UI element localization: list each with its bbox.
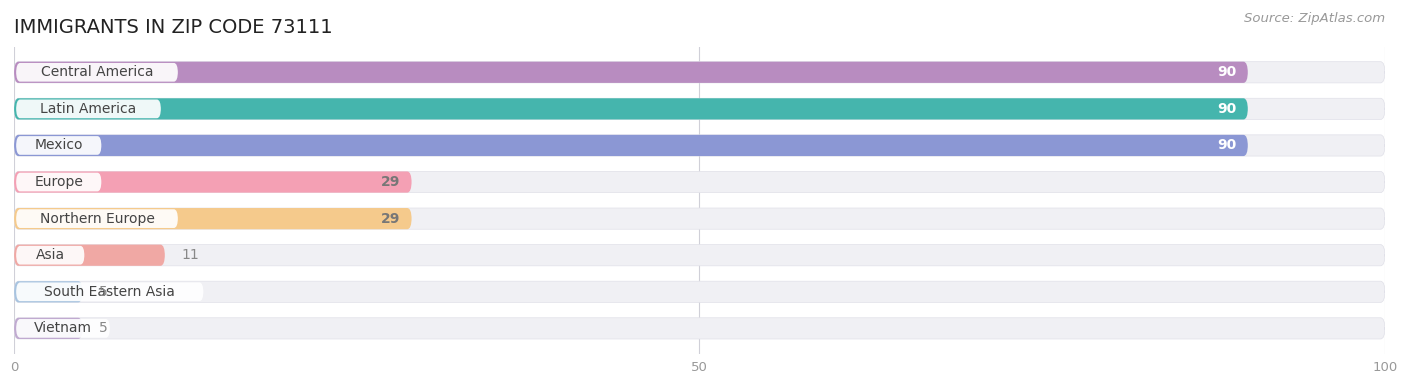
- Text: Vietnam: Vietnam: [34, 321, 91, 335]
- Text: IMMIGRANTS IN ZIP CODE 73111: IMMIGRANTS IN ZIP CODE 73111: [14, 18, 333, 37]
- Text: Europe: Europe: [34, 175, 83, 189]
- FancyBboxPatch shape: [15, 63, 179, 82]
- FancyBboxPatch shape: [14, 281, 83, 302]
- Text: 90: 90: [1218, 102, 1237, 116]
- FancyBboxPatch shape: [14, 245, 1385, 266]
- FancyBboxPatch shape: [15, 282, 204, 301]
- Text: 11: 11: [181, 248, 200, 262]
- Text: 90: 90: [1218, 65, 1237, 79]
- FancyBboxPatch shape: [14, 318, 83, 339]
- Text: 29: 29: [381, 212, 401, 226]
- FancyBboxPatch shape: [14, 172, 412, 193]
- FancyBboxPatch shape: [14, 172, 1385, 193]
- Text: Northern Europe: Northern Europe: [39, 212, 155, 226]
- Text: 5: 5: [98, 321, 108, 335]
- FancyBboxPatch shape: [14, 208, 412, 229]
- Text: Mexico: Mexico: [35, 138, 83, 152]
- Text: 90: 90: [1218, 138, 1237, 152]
- FancyBboxPatch shape: [14, 135, 1249, 156]
- FancyBboxPatch shape: [14, 245, 165, 266]
- FancyBboxPatch shape: [14, 62, 1385, 83]
- FancyBboxPatch shape: [14, 62, 1249, 83]
- Text: 29: 29: [381, 175, 401, 189]
- FancyBboxPatch shape: [14, 281, 1385, 302]
- Text: 5: 5: [98, 285, 108, 299]
- Text: Source: ZipAtlas.com: Source: ZipAtlas.com: [1244, 12, 1385, 25]
- FancyBboxPatch shape: [15, 246, 84, 265]
- FancyBboxPatch shape: [15, 173, 101, 191]
- FancyBboxPatch shape: [15, 209, 179, 228]
- Text: Asia: Asia: [35, 248, 65, 262]
- FancyBboxPatch shape: [14, 98, 1249, 119]
- FancyBboxPatch shape: [15, 319, 110, 338]
- FancyBboxPatch shape: [15, 136, 101, 155]
- Text: South Eastern Asia: South Eastern Asia: [45, 285, 176, 299]
- FancyBboxPatch shape: [15, 100, 160, 118]
- FancyBboxPatch shape: [14, 208, 1385, 229]
- Text: Central America: Central America: [41, 65, 153, 79]
- FancyBboxPatch shape: [14, 135, 1385, 156]
- FancyBboxPatch shape: [14, 98, 1385, 119]
- FancyBboxPatch shape: [14, 318, 1385, 339]
- Text: Latin America: Latin America: [41, 102, 136, 116]
